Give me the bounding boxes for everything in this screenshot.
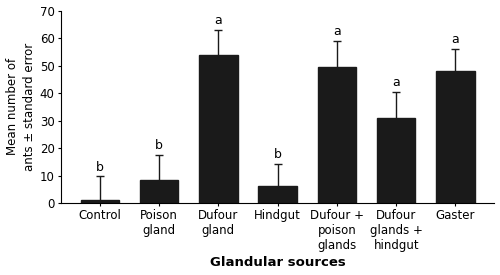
Bar [318,67,356,203]
Text: a: a [333,25,341,38]
Text: a: a [392,76,400,89]
Bar [80,200,119,203]
Text: b: b [155,139,163,152]
Text: b: b [274,148,281,161]
X-axis label: Glandular sources: Glandular sources [210,257,346,269]
Text: b: b [96,161,104,174]
Bar [377,118,416,203]
Bar [199,54,237,203]
Bar [436,71,474,203]
Text: a: a [452,33,460,46]
Text: a: a [214,14,222,27]
Bar [258,186,297,203]
Bar [140,180,178,203]
Y-axis label: Mean number of
ants ± standard error: Mean number of ants ± standard error [6,43,36,171]
